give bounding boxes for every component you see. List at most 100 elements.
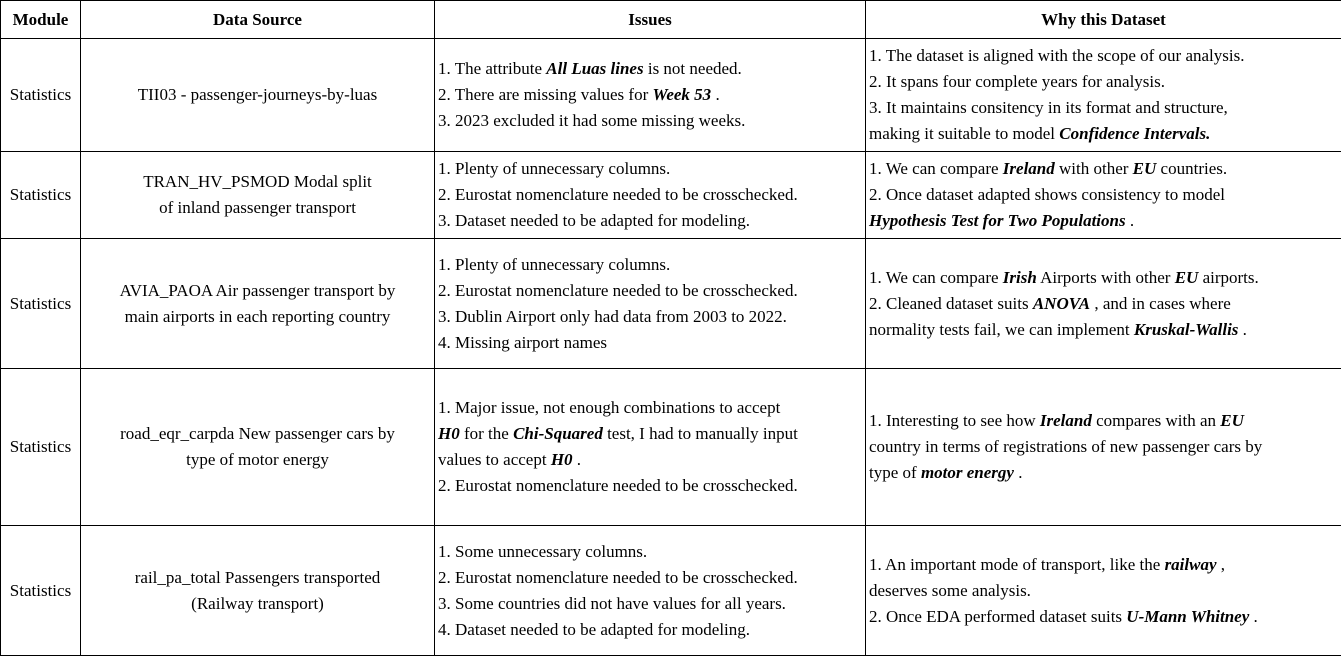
emphasis-text: Hypothesis Test for Two Populations [869,211,1126,230]
text-segment: 1. We can compare [869,267,1003,287]
table-row: Statistics road_eqr_carpda New passenger … [0,368,1341,526]
text-segment: 2. Once EDA performed dataset suits [869,606,1127,626]
why-line: 1. An important mode of transport, like … [869,552,1338,578]
text-segment: making it suitable to model [869,124,1060,143]
emphasis-text: Week 53 [652,85,712,104]
text-segment: 1. The dataset is aligned with the scope… [869,46,1245,65]
emphasis-text: motor energy [920,463,1014,482]
emphasis-text: H0 [550,450,573,469]
text-segment: 3. Some countries did not have values fo… [438,593,786,613]
text-segment: 2. Cleaned dataset suits [869,293,1033,313]
text-segment: 4. Dataset needed to be adapted for mode… [438,619,751,639]
why-cell: 1. An important mode of transport, like … [865,525,1341,656]
emphasis-text: EU [1132,159,1157,178]
issues-cell: 1. Plenty of unnecessary columns. 2. Euro… [434,238,866,369]
module-cell: Statistics [0,151,81,239]
table-row: Statistics rail_pa_total Passengers trans… [0,525,1341,656]
text-segment: is not needed. [643,59,742,78]
why-cell: 1. We can compare Irish Airports with ot… [865,238,1341,369]
text-segment: , [1216,554,1226,574]
data-source-line: (Railway transport) [191,593,324,613]
text-segment: 1. Plenty of unnecessary columns. [438,254,671,274]
emphasis-text: H0 [438,424,460,443]
data-source-line: AVIA_PAOA Air passenger transport by [119,280,396,300]
text-segment: normality tests fail, we can implement [869,319,1134,339]
data-source-line: main airports in each reporting country [124,306,391,326]
emphasis-text: Ireland [1002,159,1055,178]
text-segment: 3. It maintains consitency in its format… [869,98,1228,117]
text-segment: . [711,85,720,104]
emphasis-text: Irish [1002,267,1037,287]
text-segment: , and in cases where [1090,293,1231,313]
emphasis-text: U-Mann Whitney [1126,606,1250,626]
data-source-cell: TRAN_HV_PSMOD Modal split of inland passe… [80,151,435,239]
issue-line: H0 for the Chi-Squared test, I had to ma… [438,421,862,447]
header-row: Module Data Source Issues Why this Datas… [0,0,1341,39]
text-segment: 2. Eurostat nomenclature needed to be cr… [438,567,798,587]
text-segment: 1. Plenty of unnecessary columns. [438,159,671,178]
issue-line: 1. Some unnecessary columns. [438,539,862,565]
text-segment: 1. An important mode of transport, like … [869,554,1165,574]
why-line: country in terms of registrations of new… [869,434,1338,460]
emphasis-text: All Luas lines [546,59,644,78]
module-cell: Statistics [0,368,81,526]
why-line: 2. Cleaned dataset suits ANOVA , and in … [869,291,1338,317]
text-segment: 2. It spans four complete years for anal… [869,72,1165,91]
emphasis-text: Kruskal-Wallis [1133,319,1239,339]
why-line: 2. Once dataset adapted shows consistenc… [869,182,1338,208]
text-segment: type of [869,463,921,482]
emphasis-text: railway [1164,554,1217,574]
issue-line: 2. Eurostat nomenclature needed to be cr… [438,278,862,304]
text-segment: 4. Missing airport names [438,332,608,352]
why-line: type of motor energy . [869,460,1338,486]
text-segment: 2. Eurostat nomenclature needed to be cr… [438,185,798,204]
module-cell: Statistics [0,525,81,656]
emphasis-text: EU [1174,267,1199,287]
text-segment: test, I had to manually input [602,424,798,443]
text-segment: 2. There are missing values for [438,85,653,104]
module-cell: Statistics [0,38,81,152]
why-line: 3. It maintains consitency in its format… [869,95,1338,121]
data-source-line: of inland passenger transport [159,198,356,217]
data-source-cell: AVIA_PAOA Air passenger transport by main… [80,238,435,369]
emphasis-text: ANOVA [1032,293,1091,313]
text-segment: 3. Dataset needed to be adapted for mode… [438,211,751,230]
data-source-line: road_eqr_carpda New passenger cars by [120,424,395,443]
issue-line: 2. Eurostat nomenclature needed to be cr… [438,565,862,591]
text-segment: 3. Dublin Airport only had data from 200… [438,306,787,326]
issues-cell: 1. Some unnecessary columns. 2. Eurostat … [434,525,866,656]
data-source-cell: road_eqr_carpda New passenger cars by typ… [80,368,435,526]
text-segment: 2. Eurostat nomenclature needed to be cr… [438,476,798,495]
why-cell: 1. The dataset is aligned with the scope… [865,38,1341,152]
module-cell: Statistics [0,238,81,369]
text-segment: with other [1054,159,1133,178]
data-source-cell: TII03 - passenger-journeys-by-luas [80,38,435,152]
why-cell: 1. Interesting to see how Ireland compar… [865,368,1341,526]
table-row: Statistics TII03 - passenger-journeys-by-… [0,38,1341,152]
issue-line: 4. Dataset needed to be adapted for mode… [438,617,862,643]
text-segment: Airports with other [1036,267,1175,287]
issues-cell: 1. Major issue, not enough combinations … [434,368,866,526]
issues-cell: 1. The attribute All Luas lines is not n… [434,38,866,152]
text-segment: 1. Major issue, not enough combinations … [438,398,781,417]
issue-line: 1. Plenty of unnecessary columns. [438,252,862,278]
why-line: making it suitable to model Confidence I… [869,121,1338,147]
data-source-line: TRAN_HV_PSMOD Modal split [143,172,372,191]
header-module: Module [0,0,81,39]
why-line: 1. Interesting to see how Ireland compar… [869,408,1338,434]
issue-line: 2. Eurostat nomenclature needed to be cr… [438,473,862,499]
emphasis-text: Ireland [1039,411,1092,430]
why-line: 2. It spans four complete years for anal… [869,69,1338,95]
text-segment: 1. We can compare [869,159,1003,178]
text-segment: . [1238,319,1247,339]
table-row: Statistics TRAN_HV_PSMOD Modal split of in… [0,151,1341,239]
text-segment: for the [459,424,514,443]
issue-line: 2. Eurostat nomenclature needed to be cr… [438,182,862,208]
issue-line: 4. Missing airport names [438,330,862,356]
text-segment: countries. [1156,159,1228,178]
text-segment: . [1125,211,1135,230]
why-line: 1. The dataset is aligned with the scope… [869,43,1338,69]
why-cell: 1. We can compare Ireland with other EU … [865,151,1341,239]
issue-line: 2. There are missing values for Week 53 … [438,82,862,108]
issue-line: values to accept H0 . [438,447,862,473]
